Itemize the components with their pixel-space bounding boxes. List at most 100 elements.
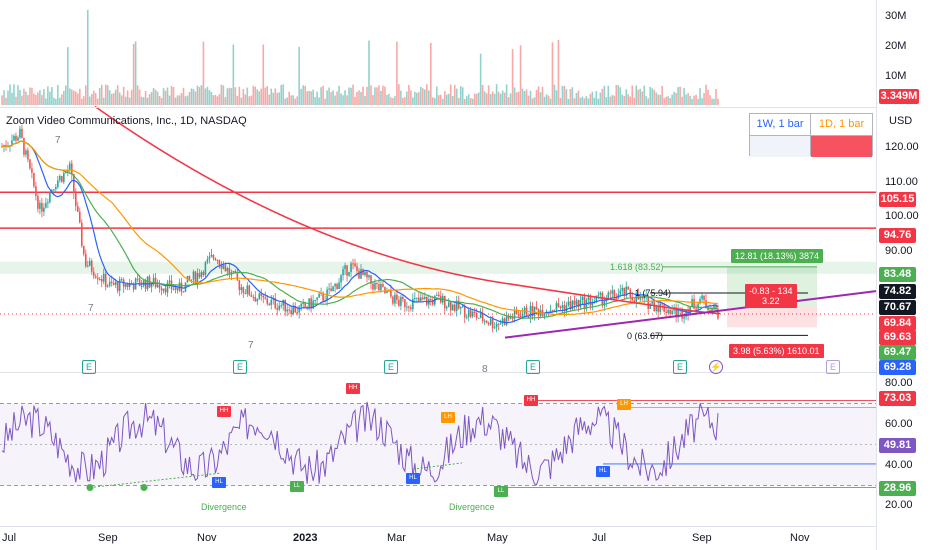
candle-body [80, 222, 83, 246]
candle-body [521, 313, 524, 319]
volume-bar [507, 97, 510, 105]
target-label[interactable]: 12.81 (18.13%) 3874 [731, 249, 824, 263]
candle-body [587, 297, 590, 300]
candle-body [671, 310, 673, 314]
volume-bar [128, 97, 131, 105]
candle-body [300, 303, 302, 307]
candle-body [178, 282, 181, 291]
candle-body [408, 306, 410, 308]
volume-bar [414, 91, 416, 105]
wave-label: 8 [482, 364, 488, 375]
volume-bar [619, 87, 622, 105]
candle-body [571, 300, 574, 310]
candle-body [352, 263, 354, 265]
candle-body [424, 296, 426, 300]
volume-bar [511, 49, 514, 105]
volume-bar [459, 86, 462, 105]
volume-bar [232, 44, 235, 105]
volume-bar [541, 86, 544, 105]
candle-body [136, 278, 139, 280]
volume-bar [581, 96, 584, 105]
candle-body [202, 271, 205, 276]
volume-bar [559, 97, 562, 105]
pane-separator [0, 372, 876, 373]
candle-body [43, 207, 45, 212]
earnings-icon[interactable]: E [526, 360, 540, 374]
volume-bar [603, 85, 606, 105]
volume-bar [398, 84, 400, 105]
time-tick: Jul [592, 532, 607, 544]
earnings-icon[interactable]: E [673, 360, 687, 374]
ma-slow [1, 140, 719, 316]
candle-body [200, 271, 203, 278]
volume-bar [198, 87, 201, 105]
candle-body [294, 305, 296, 313]
volume-bar [280, 84, 283, 105]
volume-bar [1, 95, 3, 105]
volume-bar [304, 85, 306, 105]
volume-bar [551, 42, 554, 105]
volume-bar [17, 85, 19, 105]
volume-bar [681, 96, 683, 105]
earnings-icon[interactable]: E [233, 360, 247, 374]
volume-bar [547, 95, 550, 105]
candle-body [298, 306, 300, 313]
volume-bar [178, 95, 181, 105]
candle-body [517, 313, 520, 316]
volume-bar [366, 86, 368, 105]
candle-body [525, 307, 528, 317]
candle-body [555, 303, 558, 310]
volume-bar [537, 86, 540, 105]
volume-bar [499, 93, 502, 105]
candle-body [78, 211, 81, 223]
chart-canvas[interactable] [0, 0, 876, 550]
candle-body [194, 271, 197, 283]
price-tag-ma: 69.63 [879, 330, 916, 345]
candle-body [268, 303, 271, 305]
candle-body [23, 137, 25, 155]
candle-body [463, 305, 466, 318]
currency-label[interactable]: USD [889, 115, 913, 127]
candle-body [59, 176, 61, 181]
candle-body [611, 290, 614, 294]
volume-bar [152, 87, 155, 105]
price-tag-close: 69.84 [879, 316, 916, 331]
candle-body [639, 296, 642, 300]
divergence-line [89, 472, 221, 489]
volume-bar [74, 91, 77, 105]
volume-bar [284, 98, 287, 105]
volume-bar [396, 41, 398, 105]
volume-bar [475, 93, 478, 105]
candle-body [557, 303, 560, 307]
candle-body [226, 268, 229, 272]
candle-body [248, 285, 251, 296]
volume-bar [406, 91, 408, 105]
stop-label[interactable]: 3.98 (5.63%) 1610.01 [729, 344, 824, 358]
divergence-label: Divergence [449, 502, 495, 512]
candle-body [631, 296, 634, 301]
earnings-icon[interactable]: E [384, 360, 398, 374]
volume-bar [430, 42, 432, 105]
position-label[interactable]: -0.83 - 134 3.22 [745, 284, 797, 308]
candle-body [188, 276, 191, 280]
volume-bar [100, 84, 103, 105]
earnings-icon[interactable]: E [82, 360, 96, 374]
volume-bar [47, 86, 49, 105]
volume-bar [240, 97, 243, 105]
volume-bar [208, 90, 211, 105]
volume-bar [230, 88, 233, 105]
volume-bar [709, 95, 711, 105]
volume-bar [120, 95, 123, 105]
earnings-icon[interactable]: E [826, 360, 840, 374]
candle-body [176, 287, 179, 291]
volume-bar [390, 97, 392, 105]
volume-bar [322, 85, 324, 105]
dividend-icon[interactable]: ⚡ [709, 360, 723, 374]
volume-bar [102, 97, 105, 105]
volume-bar [439, 94, 442, 105]
candle-body [485, 320, 488, 324]
volume-bar [21, 95, 23, 105]
volume-bar [3, 90, 5, 105]
candle-body [11, 140, 13, 146]
rsi-tick: 80.00 [885, 377, 913, 389]
